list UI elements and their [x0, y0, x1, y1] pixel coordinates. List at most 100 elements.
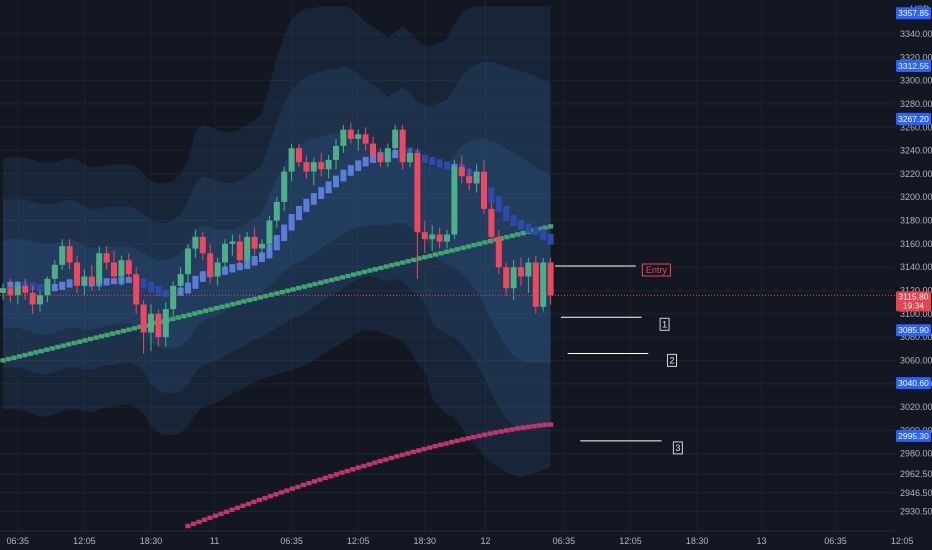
candle-body — [340, 129, 347, 146]
candle-body — [133, 274, 140, 305]
ma-green-segment — [55, 344, 61, 350]
vwap-segment — [532, 226, 539, 236]
ma-green-segment — [115, 330, 121, 335]
price-tick-label: 3120.00 — [900, 286, 932, 296]
candle-body — [207, 253, 214, 277]
candle-body — [414, 152, 421, 233]
candle-body — [377, 155, 384, 163]
candle-body — [421, 232, 428, 240]
price-tag-label: 3040.60 — [898, 378, 929, 388]
ma-red-segment — [196, 519, 202, 525]
candle-body — [29, 292, 36, 305]
candle-body — [125, 260, 132, 275]
price-tag-label: 3267.20 — [898, 114, 929, 124]
ma-green-segment — [520, 230, 526, 236]
candle-body — [185, 248, 191, 275]
vwap-segment — [140, 278, 147, 288]
ma-green-segment — [411, 257, 417, 263]
ma-red-segment — [427, 445, 433, 450]
ma-green-segment — [345, 273, 351, 279]
ma-green-segment — [88, 336, 94, 342]
candle-body — [510, 267, 517, 289]
ma-green-segment — [82, 338, 88, 343]
ma-green-segment — [77, 339, 83, 344]
time-axis[interactable]: 06:35 12:05 18:30 11 06:35 12:05 18:30 12 06:35 1… — [0, 530, 932, 546]
price-axis-background — [895, 0, 932, 550]
candle-body — [118, 260, 125, 277]
ma-green-segment — [509, 233, 515, 238]
ma-green-segment — [197, 310, 203, 315]
candle-body — [473, 171, 480, 184]
ma-green-segment — [427, 253, 433, 259]
ma-green-segment — [329, 277, 335, 283]
ma-green-segment — [263, 293, 269, 299]
price-tick-label: 3320.00 — [900, 52, 932, 62]
price-tick-label: 2962.50 — [900, 469, 932, 479]
ma-green-segment — [22, 352, 28, 358]
ma-green-segment — [5, 356, 12, 362]
ma-red-segment — [443, 441, 449, 446]
ma-red-segment — [267, 494, 273, 499]
trade-level-label: 2 — [669, 355, 674, 365]
price-tick-label: 3300.00 — [900, 76, 932, 86]
price-tag-label: 2995.30 — [898, 431, 929, 441]
ma-green-segment — [378, 265, 384, 271]
ma-red-segment — [449, 439, 455, 445]
ma-red-segment — [284, 488, 290, 493]
price-axis[interactable]: USD 3340.003320.003300.003280.003260.003… — [895, 0, 932, 550]
candle-body — [355, 134, 362, 139]
candle-body — [518, 267, 524, 277]
ma-red-segment — [438, 442, 444, 447]
price-tag — [896, 377, 931, 390]
ma-red-segment — [234, 505, 240, 510]
ma-green-segment — [334, 276, 340, 281]
ma-green-segment — [400, 260, 406, 265]
price-tick-label: 3020.00 — [900, 402, 932, 412]
ma-green-segment — [268, 292, 274, 297]
vwap-segment — [37, 284, 43, 292]
ma-green-segment — [307, 283, 313, 288]
candle-body — [370, 143, 376, 156]
vwap-segment — [547, 233, 554, 245]
ma-green-segment — [203, 308, 209, 313]
ma-red-segment — [328, 474, 334, 479]
time-tick-label: 06:35 — [824, 536, 847, 546]
ma-red-segment — [344, 468, 350, 474]
vwap-segment — [525, 223, 532, 233]
ma-green-segment — [339, 275, 346, 280]
ma-red-segment — [245, 501, 251, 507]
price-tick-label: 3220.00 — [900, 169, 932, 179]
candle-body — [525, 262, 532, 277]
vwap-segment — [66, 279, 73, 288]
ma-green-segment — [542, 225, 548, 230]
ma-green-segment — [235, 300, 242, 305]
vwap-segment — [325, 181, 332, 194]
ma-red-segment — [471, 434, 477, 440]
ma-red-segment — [207, 515, 213, 520]
ma-red-segment — [339, 470, 345, 475]
ma-red-segment — [520, 425, 526, 430]
ma-green-segment — [109, 331, 116, 336]
candle-body — [303, 162, 310, 172]
ma-green-segment — [389, 263, 395, 268]
trade-level-box — [672, 441, 683, 455]
vwap-segment — [192, 275, 199, 289]
candle-body — [222, 243, 228, 263]
ma-red-segment — [300, 482, 306, 488]
vwap-segment — [288, 214, 295, 231]
ma-green-segment — [537, 226, 543, 232]
price-tag — [896, 112, 931, 125]
ma-green-segment — [93, 335, 99, 340]
vwap-segment — [296, 205, 302, 221]
ma-red-segment — [361, 463, 367, 469]
candle-body — [310, 162, 317, 172]
ma-green-segment — [60, 343, 66, 348]
trade-level-label: 1 — [662, 319, 667, 329]
ma-green-segment — [257, 295, 263, 300]
vwap-segment — [503, 205, 510, 222]
ma-green-segment — [252, 296, 258, 301]
vwap-segment — [103, 278, 110, 286]
ma-green-segment — [285, 288, 291, 293]
